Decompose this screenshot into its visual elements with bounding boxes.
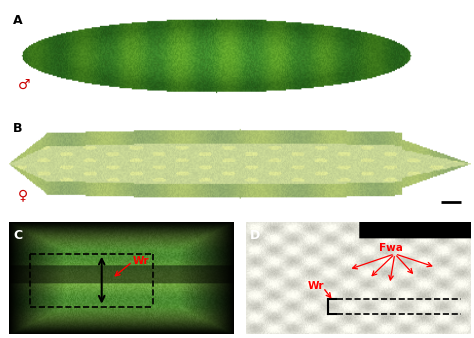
- Text: A: A: [12, 14, 22, 27]
- Text: B: B: [12, 122, 22, 135]
- Text: D: D: [250, 229, 261, 242]
- Text: ♀: ♀: [18, 188, 28, 202]
- Text: C: C: [14, 229, 23, 242]
- Text: Wr: Wr: [308, 281, 324, 291]
- Text: Fwa: Fwa: [379, 243, 403, 252]
- Text: Wr: Wr: [132, 256, 149, 266]
- Text: ♂: ♂: [18, 78, 30, 92]
